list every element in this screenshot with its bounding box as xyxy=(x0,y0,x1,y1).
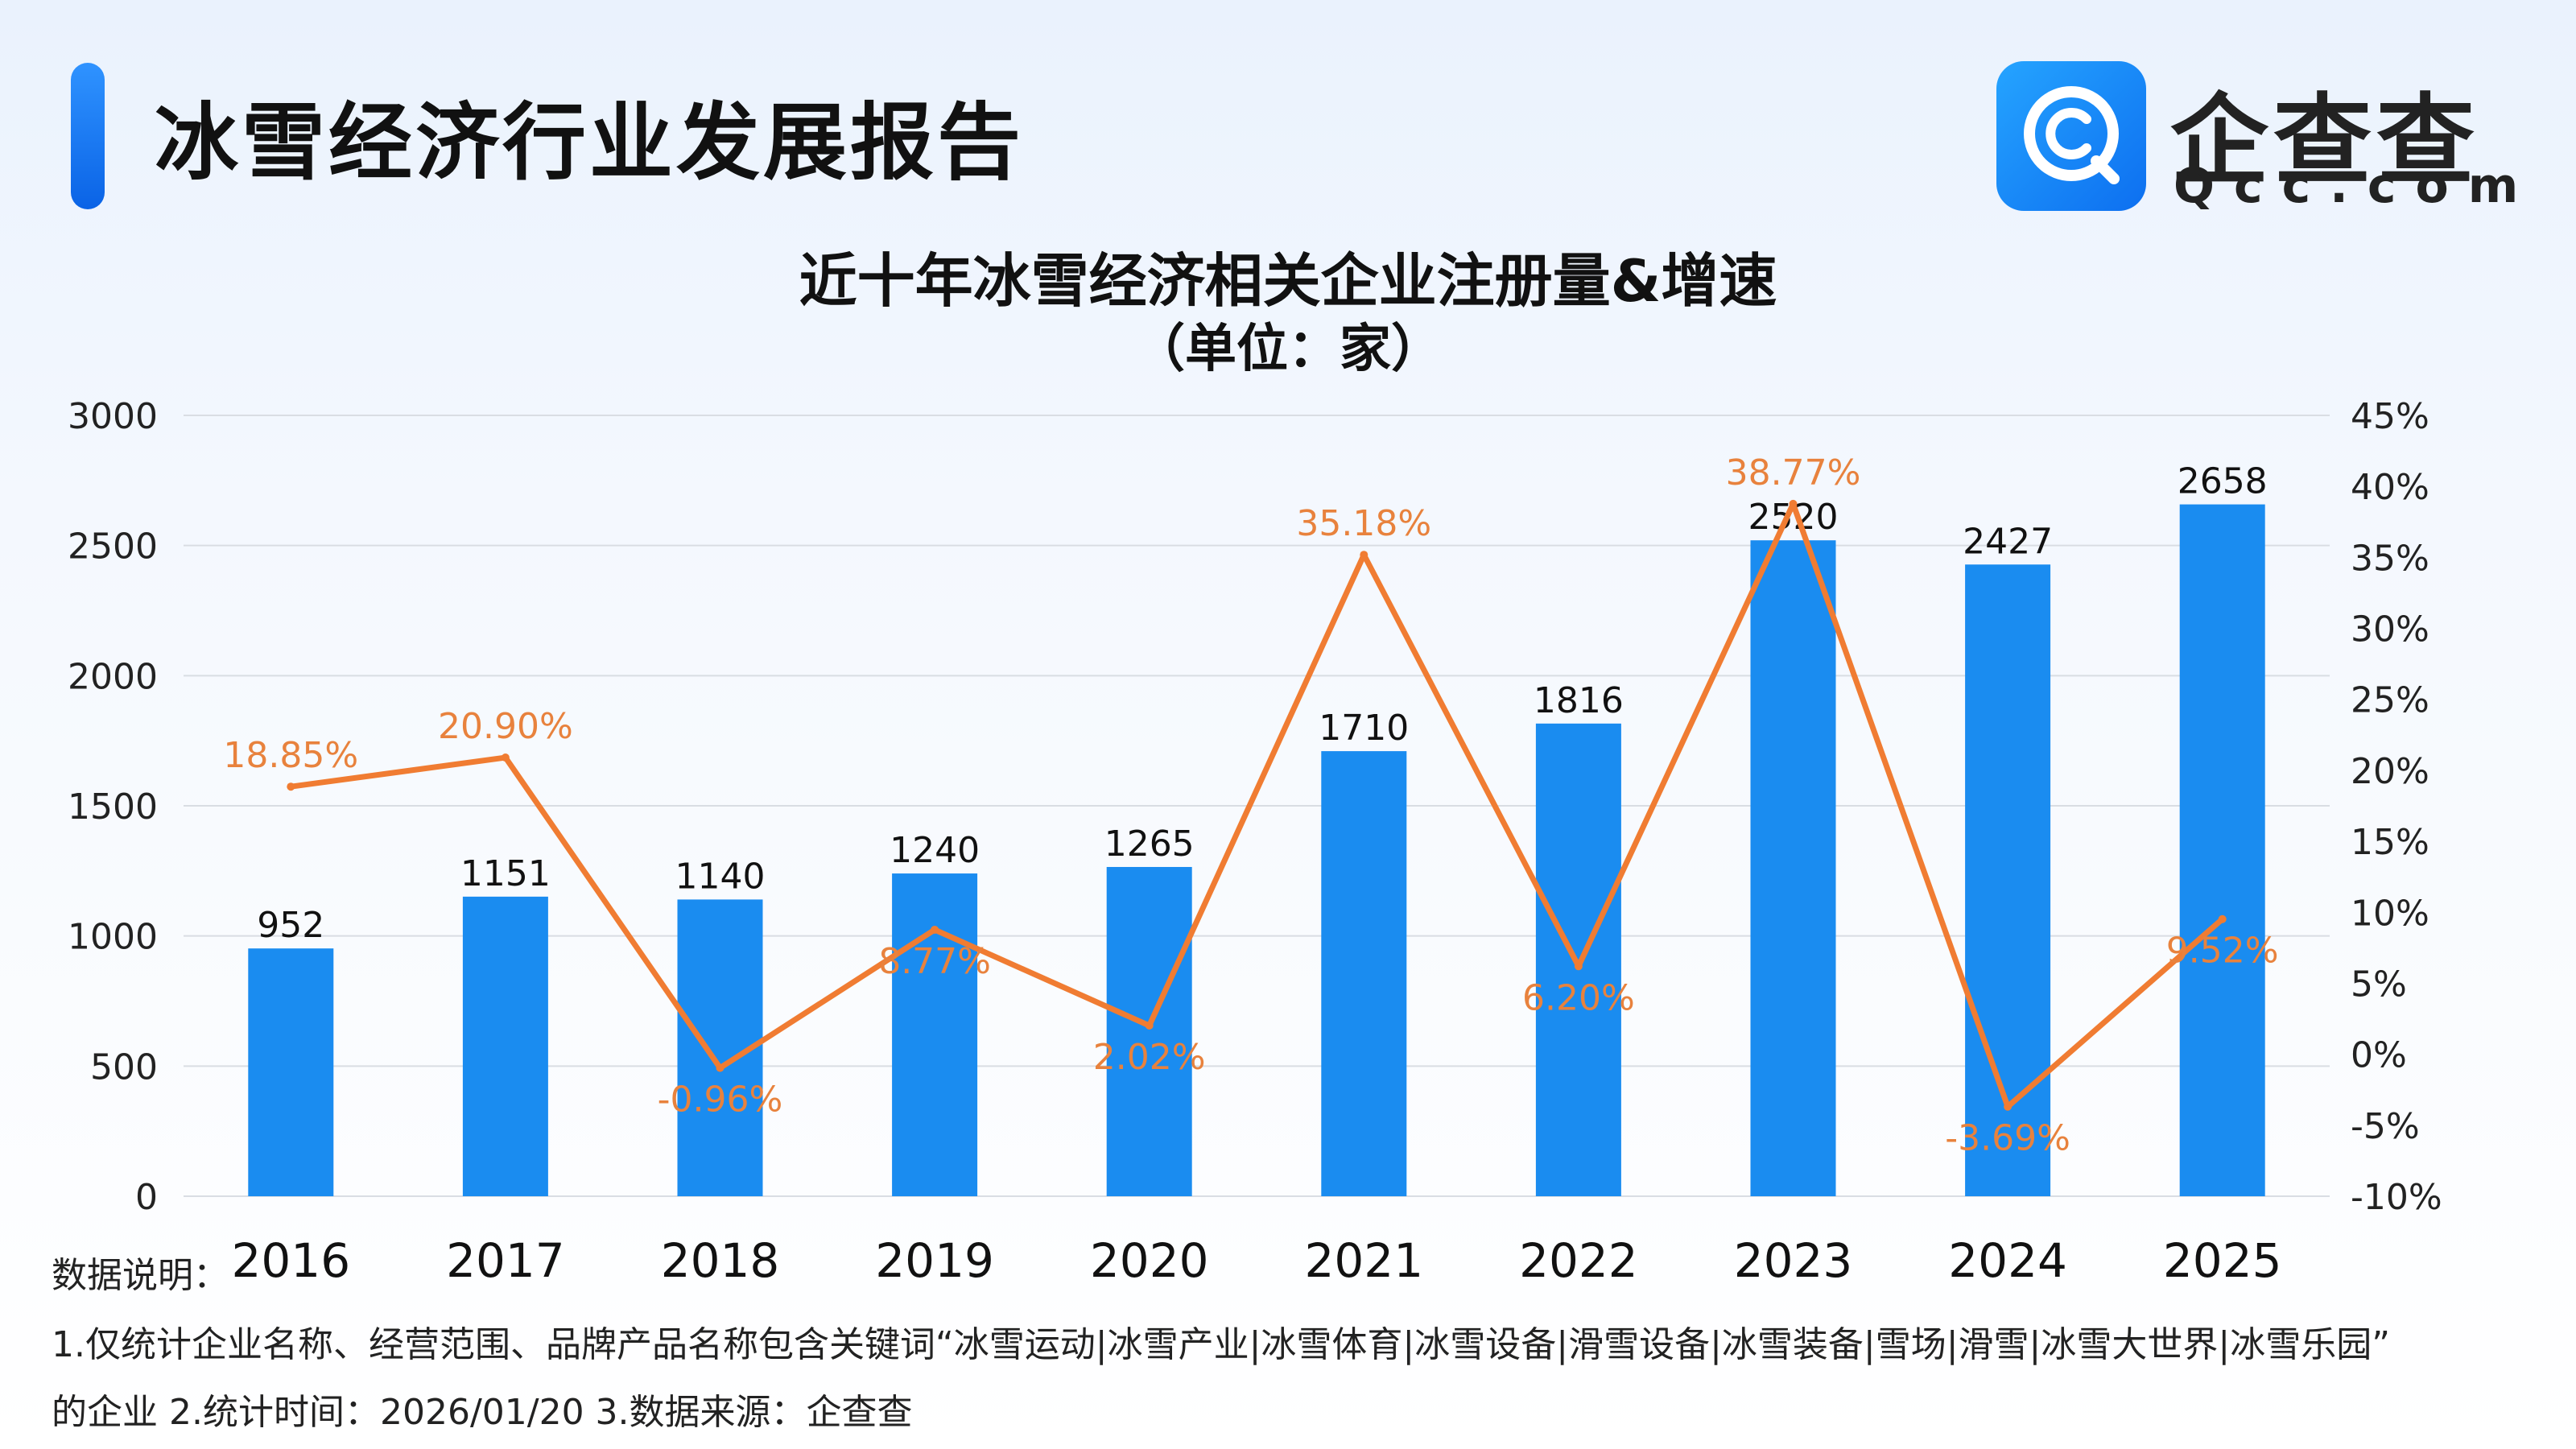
x-tick-label: 2024 xyxy=(1948,1233,2067,1288)
x-tick-label: 2016 xyxy=(231,1233,350,1288)
growth-value-label: 38.77% xyxy=(1726,452,1861,493)
title-accent-bar xyxy=(71,63,105,209)
growth-value-label: 2.02% xyxy=(1093,1037,1206,1078)
bar xyxy=(892,873,978,1196)
x-tick-label: 2018 xyxy=(661,1233,780,1288)
x-tick-label: 2020 xyxy=(1090,1233,1209,1288)
bar-value-label: 2427 xyxy=(1963,521,2053,562)
y-right-tick-label: 25% xyxy=(2351,680,2429,721)
chart-title: 近十年冰雪经济相关企业注册量&增速 xyxy=(799,247,1777,315)
qcc-logo-glyph xyxy=(2024,86,2120,184)
growth-point xyxy=(287,782,295,791)
growth-value-label: -0.96% xyxy=(658,1080,783,1121)
y-left-tick-label: 2500 xyxy=(68,526,158,568)
bar-value-label: 1151 xyxy=(460,853,551,894)
growth-point xyxy=(1145,1022,1154,1030)
y-left-tick-label: 0 xyxy=(135,1177,158,1218)
y-right-tick-label: 30% xyxy=(2351,609,2429,650)
chart-subtitle: （单位：家） xyxy=(1133,320,1443,379)
growth-point xyxy=(501,753,510,762)
x-tick-label: 2022 xyxy=(1519,1233,1638,1288)
growth-point xyxy=(716,1063,724,1072)
y-right-tick-label: 0% xyxy=(2351,1035,2407,1076)
bar xyxy=(248,948,334,1196)
bar xyxy=(2179,504,2265,1196)
x-tick-label: 2019 xyxy=(875,1233,994,1288)
growth-point xyxy=(931,925,939,934)
y-right-tick-label: 20% xyxy=(2351,751,2429,792)
notes-label: 数据说明： xyxy=(52,1255,229,1296)
y-right-tick-label: 15% xyxy=(2351,822,2429,863)
growth-line xyxy=(290,501,2225,1110)
report-title: 冰雪经济行业发展报告 xyxy=(155,93,1025,192)
growth-value-label: 35.18% xyxy=(1296,503,1431,544)
x-tick-label: 2017 xyxy=(446,1233,565,1288)
y-right-tick-label: 40% xyxy=(2351,467,2429,508)
x-tick-label: 2025 xyxy=(2163,1233,2282,1288)
x-tick-label: 2023 xyxy=(1734,1233,1853,1288)
bar xyxy=(1750,540,1836,1196)
y-right-tick-label: 45% xyxy=(2351,396,2429,437)
growth-value-label: 9.52% xyxy=(2166,931,2279,972)
growth-value-label: 6.20% xyxy=(1522,977,1635,1018)
y-right-tick-label: -10% xyxy=(2351,1177,2442,1218)
x-tick-label: 2021 xyxy=(1304,1233,1423,1288)
growth-point xyxy=(1360,551,1368,559)
y-right-tick-label: 10% xyxy=(2351,893,2429,934)
notes-line-1: 1.仅统计企业名称、经营范围、品牌产品名称包含关键词“冰雪运动|冰雪产业|冰雪体… xyxy=(52,1324,2390,1365)
bar xyxy=(1321,751,1407,1196)
bar-value-label: 2658 xyxy=(2178,461,2268,502)
growth-value-label: 18.85% xyxy=(223,735,358,776)
bar-value-label: 1710 xyxy=(1319,708,1409,749)
y-right-tick-label: -5% xyxy=(2351,1106,2420,1147)
growth-point xyxy=(2218,914,2227,923)
y-left-tick-label: 1500 xyxy=(68,786,158,828)
y-left-tick-label: 3000 xyxy=(68,396,158,437)
growth-point xyxy=(1574,962,1583,971)
growth-value-label: 20.90% xyxy=(438,706,573,747)
bar-value-label: 1816 xyxy=(1534,680,1624,721)
bar xyxy=(1106,866,1192,1196)
bar xyxy=(1965,564,2051,1196)
bar-value-label: 952 xyxy=(257,905,324,946)
notes-line-2: 的企业 2.统计时间：2026/01/20 3.数据来源：企查查 xyxy=(52,1392,913,1433)
y-right-tick-label: 5% xyxy=(2351,964,2407,1005)
y-left-tick-label: 500 xyxy=(90,1046,158,1088)
growth-value-label: 8.77% xyxy=(878,941,991,982)
bar-value-label: 1265 xyxy=(1104,824,1195,865)
qcc-logo-icon xyxy=(1996,61,2146,211)
y-left-tick-label: 1000 xyxy=(68,917,158,958)
bar-value-label: 1140 xyxy=(675,856,766,897)
bar xyxy=(462,896,548,1196)
growth-point xyxy=(1789,499,1798,508)
brand-domain: Qcc.com xyxy=(2174,158,2538,214)
brand-name: 企查查 xyxy=(2170,84,2479,198)
y-left-tick-label: 2000 xyxy=(68,656,158,697)
growth-point xyxy=(2004,1102,2013,1111)
bar-value-label: 1240 xyxy=(890,830,980,871)
y-right-tick-label: 35% xyxy=(2351,538,2429,579)
growth-value-label: -3.69% xyxy=(1945,1118,2070,1159)
